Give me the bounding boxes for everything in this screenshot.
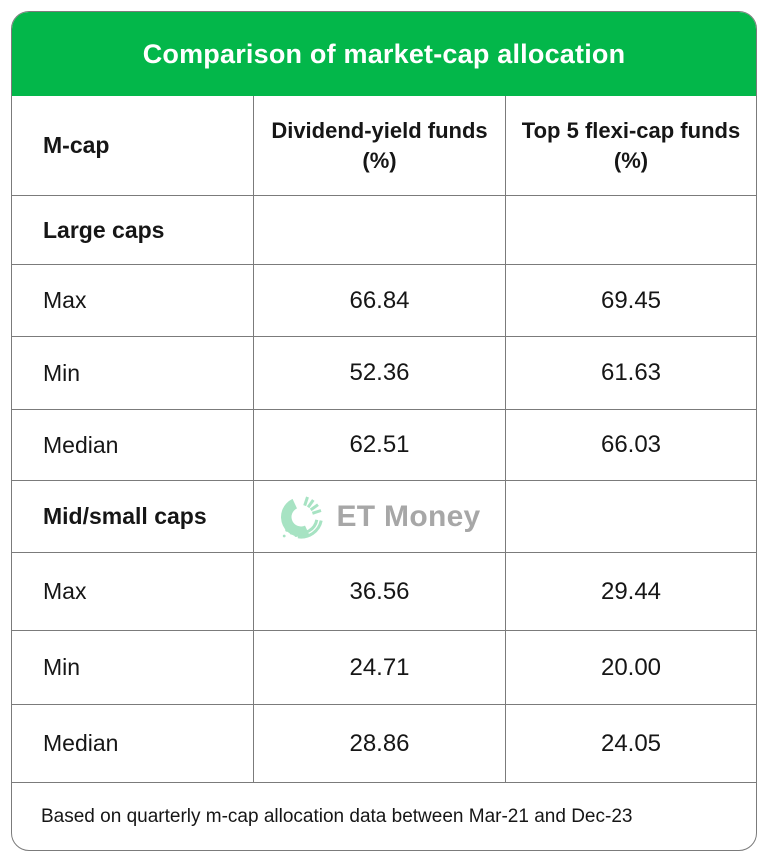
market-cap-table-card: Comparison of market-cap allocation M-ca…: [11, 11, 757, 851]
column-header-flexi-cap: Top 5 flexi-cap funds (%): [505, 96, 756, 195]
empty-cell: [505, 196, 756, 264]
table-row-mid-median: Median 28.86 24.05: [12, 704, 756, 782]
watermark-label: ET Money: [336, 499, 481, 533]
value-dividend: 66.84: [253, 265, 505, 336]
column-header-mcap: M-cap: [43, 132, 110, 158]
table-title-bar: Comparison of market-cap allocation: [12, 12, 756, 96]
value-flexi: 20.00: [505, 631, 756, 704]
section-label: Large caps: [43, 216, 165, 243]
section-label: Mid/small caps: [43, 503, 207, 529]
table-row-mid-min: Min 24.71 20.00: [12, 630, 756, 704]
et-money-logo-icon: [281, 496, 324, 539]
value-flexi: 29.44: [505, 553, 756, 630]
value-dividend: 28.86: [253, 705, 505, 782]
et-money-watermark: ET Money: [278, 494, 480, 540]
value-dividend: 52.36: [253, 337, 505, 409]
row-label: Median: [43, 730, 119, 756]
row-label: Max: [43, 287, 87, 313]
page-title: Comparison of market-cap allocation: [142, 38, 626, 69]
table-footnote: Based on quarterly m-cap allocation data…: [12, 782, 756, 850]
section-row-large-caps: Large caps: [12, 195, 756, 264]
value-dividend: 24.71: [253, 631, 505, 704]
value-flexi: 24.05: [505, 705, 756, 782]
row-label: Min: [43, 359, 81, 386]
row-label: Min: [43, 654, 81, 680]
empty-cell: [253, 196, 505, 264]
value-dividend: 36.56: [253, 553, 505, 630]
table-row-large-min: Min 52.36 61.63: [12, 336, 756, 409]
column-header-dividend-yield: Dividend-yield funds (%): [253, 96, 505, 195]
watermark-cell: ET Money: [253, 481, 505, 552]
table-row-large-median: Median 62.51 66.03: [12, 409, 756, 480]
value-dividend: 62.51: [253, 410, 505, 480]
row-label: Median: [43, 431, 119, 458]
table-row-large-max: Max 66.84 69.45: [12, 264, 756, 336]
table-row-mid-max: Max 36.56 29.44: [12, 552, 756, 630]
table-header-row: M-cap Dividend-yield funds (%) Top 5 fle…: [12, 96, 756, 195]
value-flexi: 66.03: [505, 410, 756, 480]
row-label: Max: [43, 578, 87, 604]
value-flexi: 69.45: [505, 265, 756, 336]
value-flexi: 61.63: [505, 337, 756, 409]
empty-cell: [505, 481, 756, 552]
section-row-mid-small-caps: Mid/small caps: [12, 480, 756, 552]
